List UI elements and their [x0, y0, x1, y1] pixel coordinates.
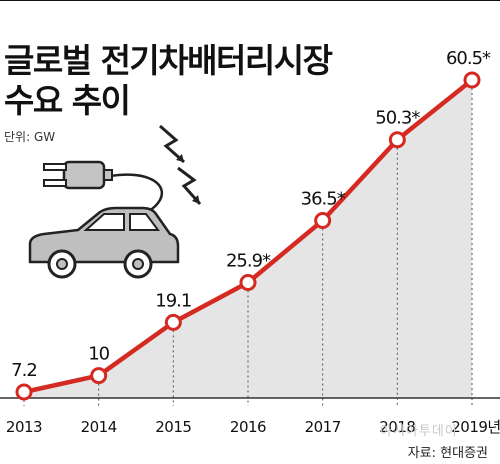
car-icon: [28, 206, 180, 279]
data-label-2015: 19.1: [155, 290, 191, 311]
data-label-2013: 7.2: [11, 360, 37, 381]
data-point-2017: [314, 211, 332, 229]
data-point-2015: [164, 313, 182, 331]
lightning-icon: [159, 124, 202, 205]
data-label-2018: 50.3*: [375, 108, 420, 129]
x-tick-2014: 2014: [81, 418, 117, 436]
unit-label: 단위: GW: [4, 130, 56, 144]
data-point-2016: [239, 274, 257, 292]
watermark: 아시아투데이: [380, 424, 458, 439]
chart-area-fill: [24, 80, 472, 398]
data-label-2017: 36.5*: [301, 188, 346, 209]
plug-icon: [43, 160, 113, 190]
x-tick-2015: 2015: [155, 418, 191, 436]
data-point-2019년: [463, 71, 481, 89]
data-label-2014: 10: [88, 344, 109, 365]
data-label-2016: 25.9*: [226, 251, 271, 272]
x-tick-2016: 2016: [230, 418, 266, 436]
x-tick-2019년: 2019년: [451, 418, 500, 436]
ev-illustration: [28, 124, 202, 279]
x-tick-2013: 2013: [6, 418, 42, 436]
chart-title-line-1: 글로벌 전기차배터리시장: [4, 41, 333, 80]
source-label: 자료: 현대증권: [407, 446, 488, 461]
x-tick-2018: 2018: [379, 418, 415, 436]
data-label-2019년: 60.5*: [446, 48, 491, 69]
data-point-2018: [388, 131, 406, 149]
data-point-2013: [15, 383, 33, 401]
data-point-2014: [90, 367, 108, 385]
x-tick-2017: 2017: [305, 418, 341, 436]
chart-title-line-2: 수요 추이: [4, 81, 131, 120]
